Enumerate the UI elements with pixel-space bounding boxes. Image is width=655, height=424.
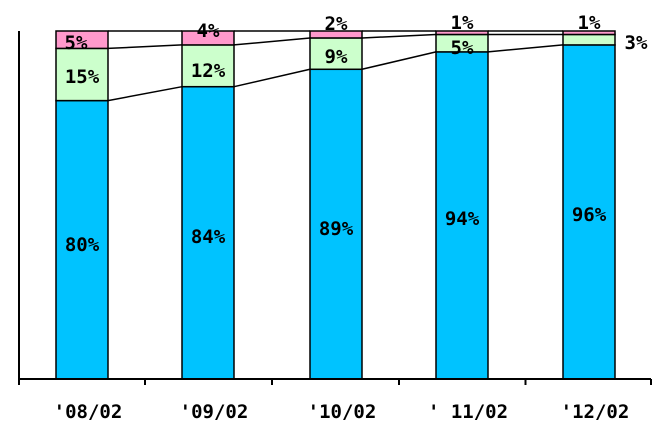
bar-segment-3-1 bbox=[309, 68, 363, 380]
segment-labels: 80% 15% 5% 84% 12% 4% 89% 9% 2% 94% 5% 1% 96% 3% 1% bbox=[65, 12, 648, 256]
connector-line-1-1 bbox=[107, 85, 183, 102]
axes bbox=[18, 31, 652, 385]
data-label-4-3: 1% bbox=[451, 12, 474, 34]
bar-segment-5-2 bbox=[562, 33, 616, 46]
bar-segment-5-3 bbox=[562, 30, 616, 36]
x-tick-label-3: '10/02 bbox=[308, 401, 377, 423]
data-label-5-1: 96% bbox=[572, 204, 607, 226]
data-label-3-1: 89% bbox=[319, 218, 354, 240]
bar-segment-3-2 bbox=[309, 37, 363, 71]
bar-segment-4-1 bbox=[435, 51, 489, 380]
bar-segment-4-3 bbox=[435, 30, 489, 36]
connector-line-2-2 bbox=[233, 37, 311, 46]
x-tick-label-2: '09/02 bbox=[180, 401, 249, 423]
bar-segment-1-1 bbox=[55, 99, 109, 380]
bars bbox=[55, 30, 616, 380]
bar-segment-1-3 bbox=[55, 30, 109, 50]
data-label-1-1: 80% bbox=[65, 234, 100, 256]
bar-segment-2-1 bbox=[181, 85, 235, 380]
series-connector-lines bbox=[107, 30, 564, 102]
connector-line-2-1 bbox=[107, 44, 183, 50]
data-label-2-2: 12% bbox=[191, 60, 226, 82]
data-label-3-2: 9% bbox=[325, 46, 348, 68]
data-label-4-2: 5% bbox=[451, 37, 474, 59]
bar-segment-5-1 bbox=[562, 44, 616, 380]
data-label-3-3: 2% bbox=[325, 13, 348, 35]
data-label-5-2: 3% bbox=[625, 32, 648, 54]
data-label-1-2: 15% bbox=[65, 66, 100, 88]
connector-line-2-3 bbox=[361, 33, 437, 39]
x-tick-label-5: '12/02 bbox=[561, 401, 630, 423]
connector-line-1-3 bbox=[361, 51, 437, 71]
bar-segment-2-2 bbox=[181, 44, 235, 88]
x-tick-label-1: '08/02 bbox=[54, 401, 123, 423]
x-tick-labels: '08/02 '09/02 '10/02 ' 11/02 '12/02 bbox=[54, 401, 630, 423]
data-label-1-3: 5% bbox=[65, 32, 88, 54]
bar-segment-3-3 bbox=[309, 30, 363, 39]
x-tick-label-4: ' 11/02 bbox=[428, 401, 508, 423]
data-label-2-3: 4% bbox=[197, 20, 220, 42]
data-label-4-1: 94% bbox=[445, 208, 480, 230]
connector-line-1-4 bbox=[487, 44, 564, 53]
data-label-2-1: 84% bbox=[191, 226, 226, 248]
data-label-5-3: 1% bbox=[578, 12, 601, 34]
bar-segment-2-3 bbox=[181, 30, 235, 46]
connector-line-1-2 bbox=[233, 68, 311, 88]
